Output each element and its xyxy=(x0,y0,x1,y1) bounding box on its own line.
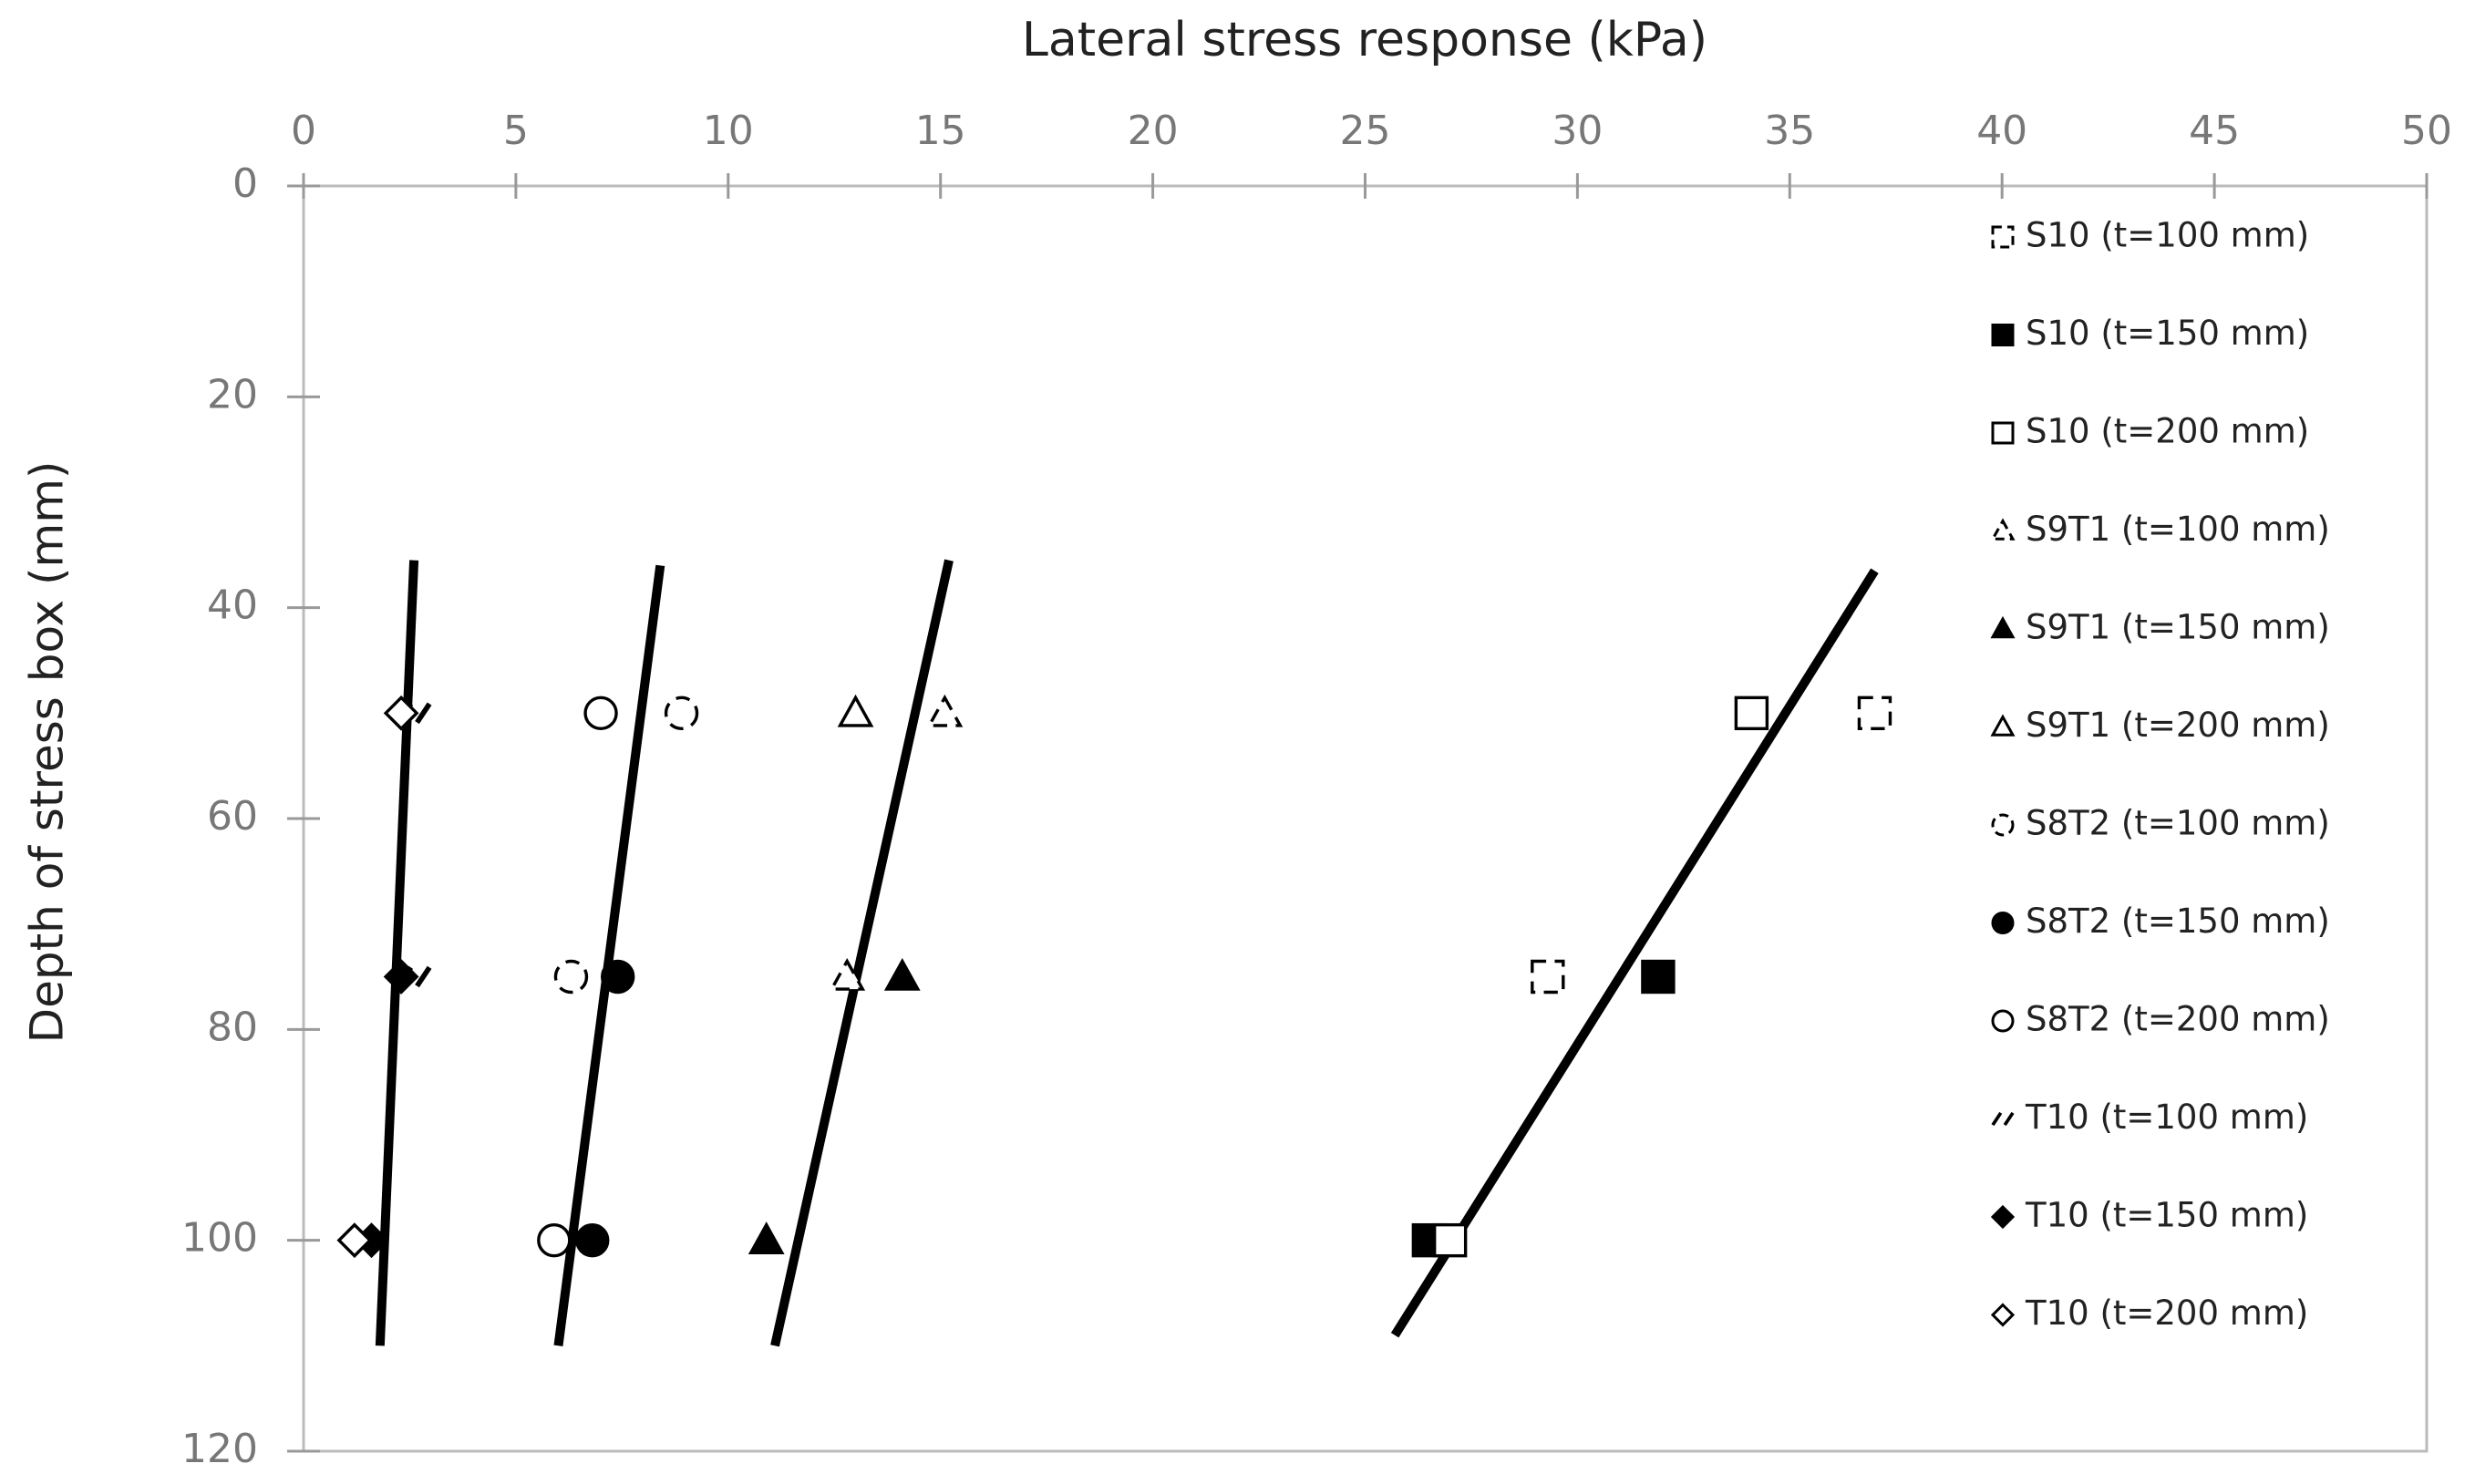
legend-label: T10 (t=100 mm) xyxy=(2025,1098,2308,1137)
y-tick-label: 120 xyxy=(181,1426,258,1472)
data-point xyxy=(837,694,874,727)
data-point xyxy=(883,957,921,991)
legend-label: S10 (t=200 mm) xyxy=(2026,412,2309,451)
legend-marker xyxy=(1991,421,2015,445)
data-point xyxy=(383,695,419,731)
legend-marker xyxy=(1990,615,2016,639)
x-tick-label: 5 xyxy=(503,108,529,154)
x-tick-label: 50 xyxy=(2401,108,2452,154)
legend-label: T10 (t=200 mm) xyxy=(2025,1293,2308,1333)
legend-label: S9T1 (t=150 mm) xyxy=(2026,608,2330,647)
data-point xyxy=(664,696,699,731)
y-tick-label: 20 xyxy=(207,371,258,417)
chart-title: Lateral stress response (kPa) xyxy=(1022,13,1707,67)
legend-label: T10 (t=150 mm) xyxy=(2025,1196,2308,1235)
y-tick-label: 40 xyxy=(207,582,258,629)
trendline xyxy=(1390,568,1879,1338)
legend-label: S8T2 (t=200 mm) xyxy=(2026,1000,2330,1039)
legend-label: S8T2 (t=150 mm) xyxy=(2026,902,2330,941)
data-point xyxy=(1641,959,1676,994)
legend-marker xyxy=(1990,714,2016,737)
trendline xyxy=(375,560,419,1346)
data-point xyxy=(1857,696,1892,731)
y-axis-label: Depth of stress box (mm) xyxy=(21,461,74,1044)
legend-marker xyxy=(1991,1111,2015,1127)
data-point xyxy=(336,1222,373,1259)
x-tick-label: 10 xyxy=(703,108,754,154)
legend-marker xyxy=(1990,1204,2016,1230)
y-tick-label: 60 xyxy=(207,793,258,840)
data-point xyxy=(1734,696,1769,731)
y-tick-label: 100 xyxy=(181,1215,258,1262)
legend-label: S8T2 (t=100 mm) xyxy=(2026,804,2330,843)
x-tick-label: 45 xyxy=(2189,108,2240,154)
y-tick-label: 0 xyxy=(232,160,258,207)
data-point xyxy=(575,1222,610,1258)
x-tick-label: 0 xyxy=(291,108,316,154)
y-tick-label: 80 xyxy=(207,1004,258,1050)
x-tick-label: 30 xyxy=(1552,108,1603,154)
x-tick-label: 40 xyxy=(1976,108,2027,154)
legend-label: S10 (t=100 mm) xyxy=(2026,216,2309,255)
legend-marker xyxy=(1990,1303,2016,1327)
legend-marker xyxy=(1991,813,2015,837)
x-tick-label: 25 xyxy=(1340,108,1391,154)
data-point xyxy=(829,957,866,991)
x-tick-label: 35 xyxy=(1764,108,1815,154)
legend-marker xyxy=(1991,324,2015,346)
legend-marker xyxy=(1991,912,2015,934)
legend-marker xyxy=(1990,518,2016,541)
x-tick-label: 20 xyxy=(1128,108,1179,154)
data-point xyxy=(537,1222,572,1258)
legend-label: S9T1 (t=100 mm) xyxy=(2026,510,2330,549)
data-point xyxy=(926,694,964,727)
legend-label: S9T1 (t=200 mm) xyxy=(2026,706,2330,745)
data-point xyxy=(748,1221,785,1254)
trendline xyxy=(553,564,665,1346)
legend-marker xyxy=(1991,225,2015,249)
x-tick-label: 15 xyxy=(915,108,966,154)
data-point xyxy=(1432,1222,1468,1258)
trendline xyxy=(770,559,954,1347)
legend-marker xyxy=(1991,1009,2015,1033)
legend-label: S10 (t=150 mm) xyxy=(2026,314,2309,353)
data-point xyxy=(600,959,635,994)
data-point xyxy=(383,959,419,994)
data-point xyxy=(1531,959,1565,994)
data-point xyxy=(553,959,589,994)
data-point xyxy=(583,696,618,731)
